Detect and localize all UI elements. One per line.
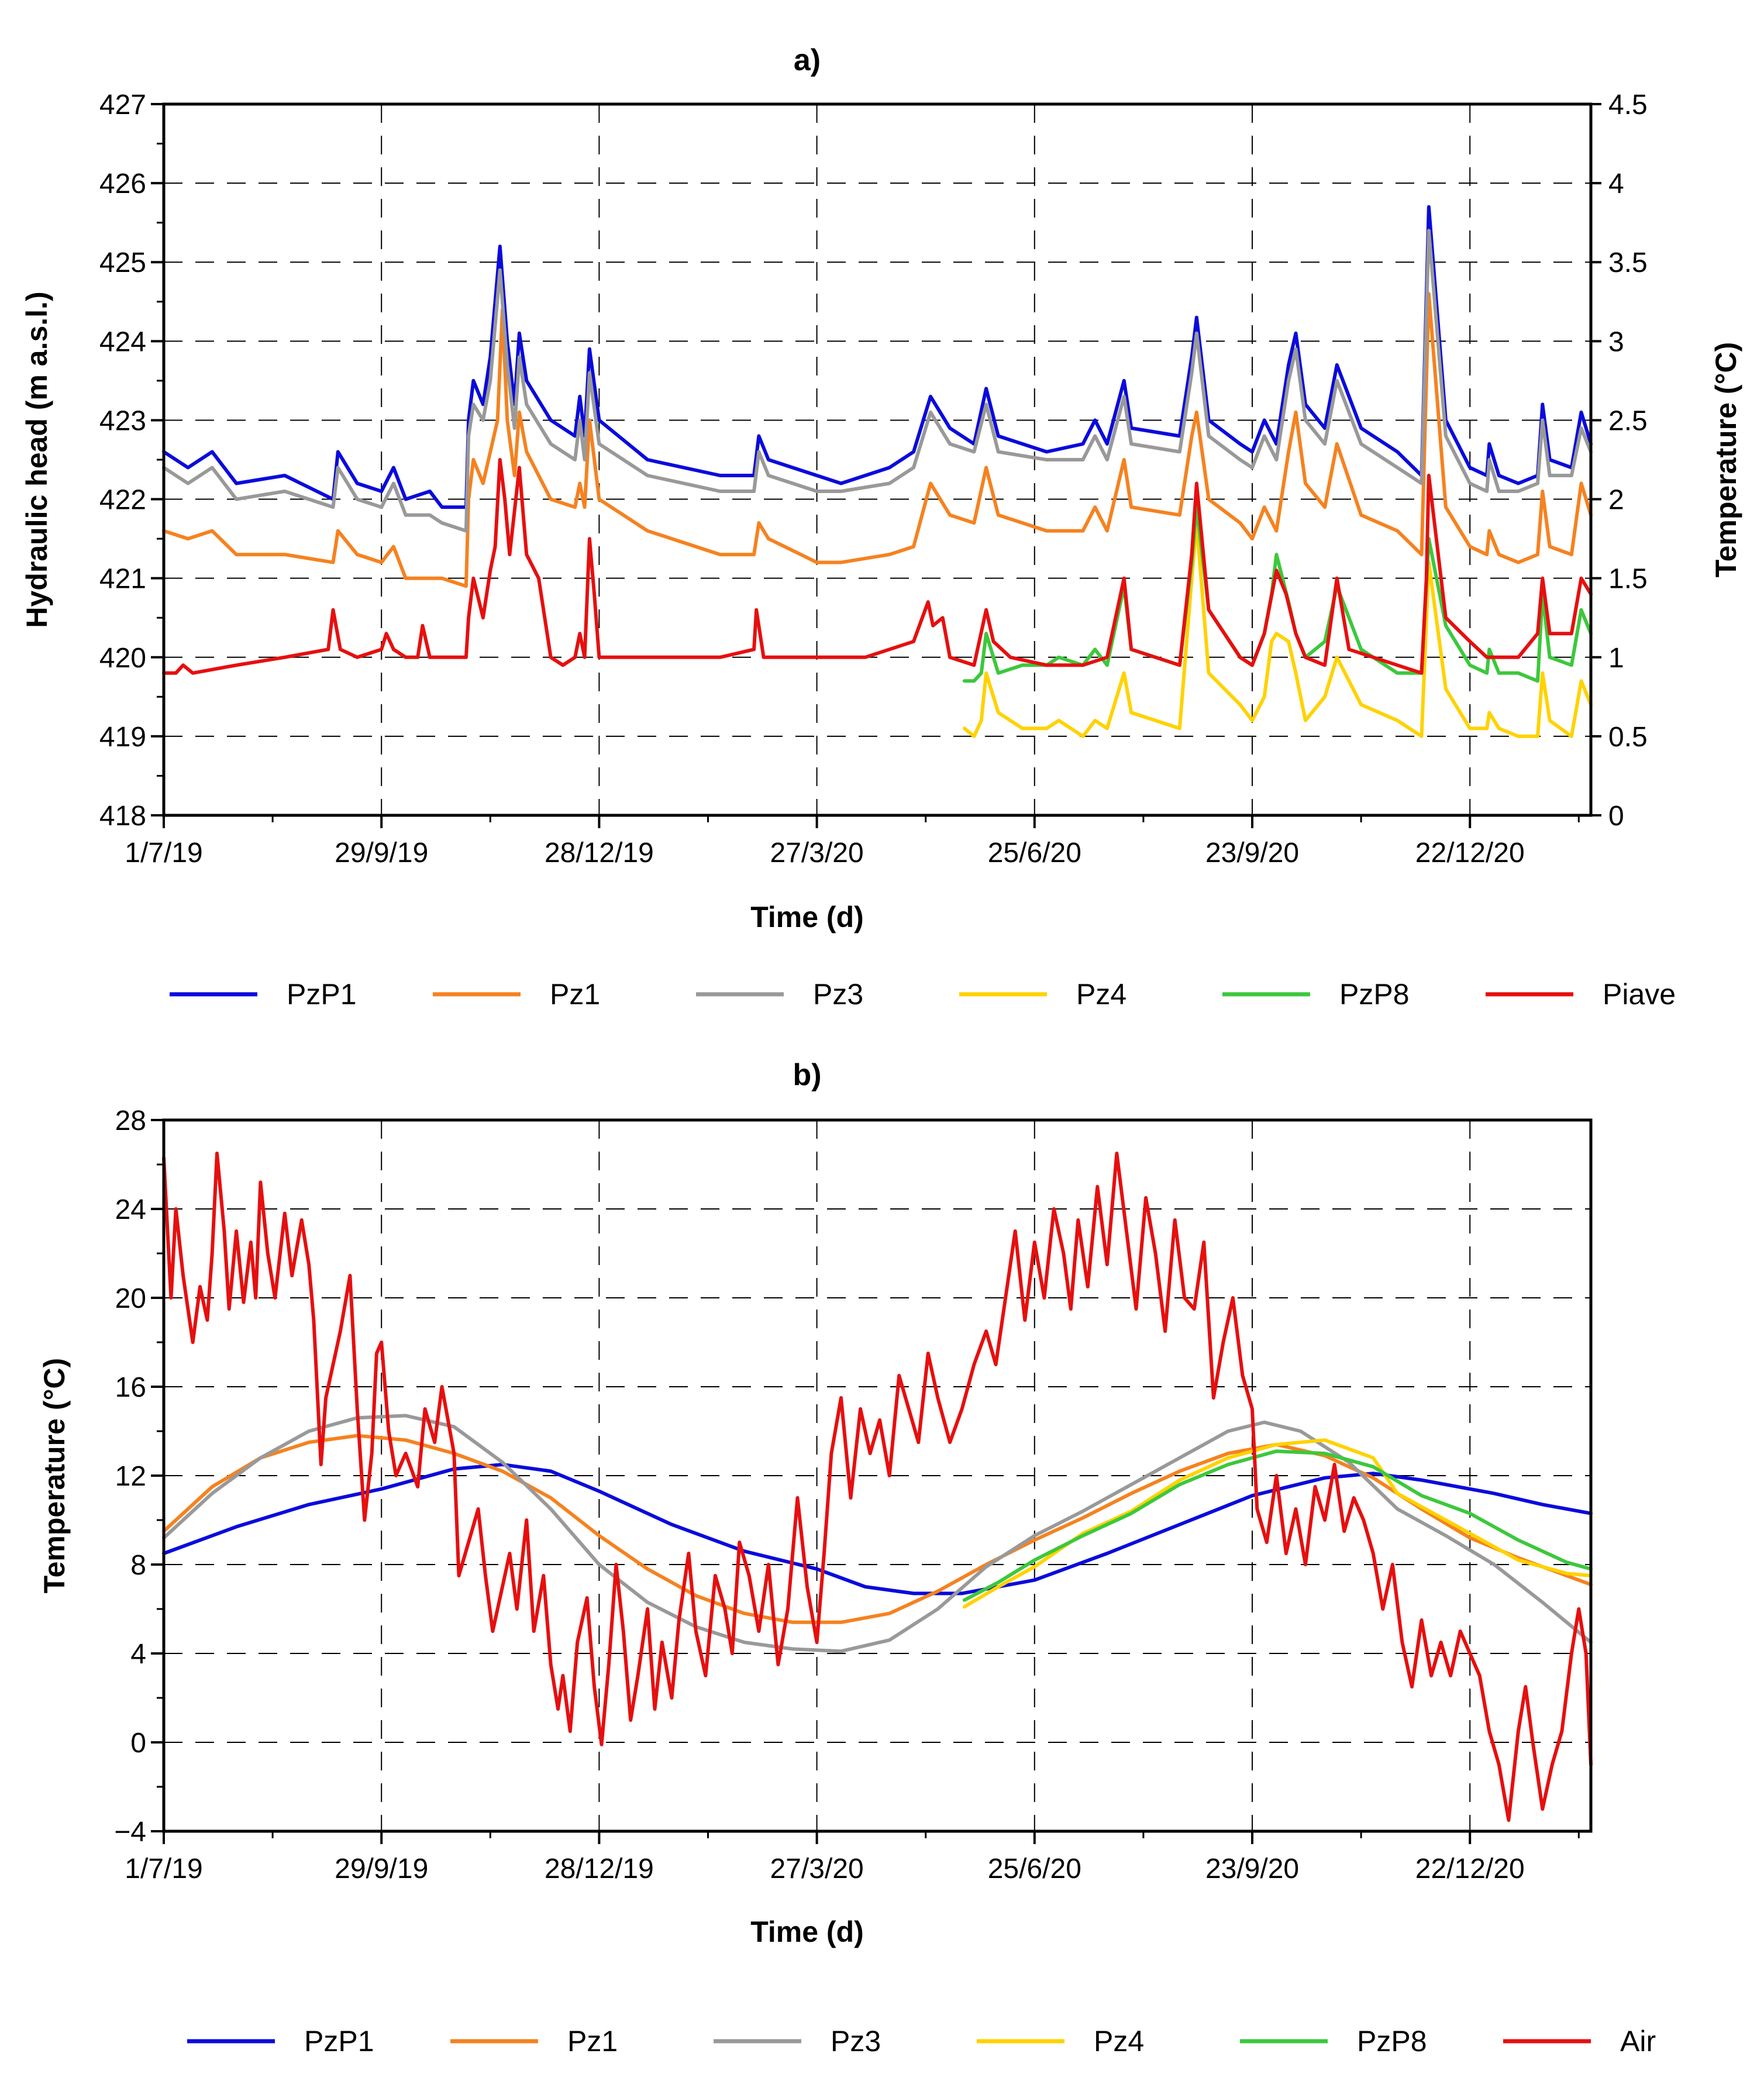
panel-a-series-piave-line: [162, 458, 1593, 675]
panel-b-y-tick-label: 0: [130, 1728, 146, 1759]
panel-a-y-axis-label: Hydraulic head (m a.s.l.): [20, 291, 53, 628]
panel-b-x-tick-label: 1/7/19: [125, 1853, 202, 1884]
panel-b-legend-label-pzp8: PzP8: [1357, 2025, 1427, 2058]
panel-b-x-tick-label: 28/12/19: [545, 1853, 654, 1884]
panel-b-legend: PzP1 Pz1 Pz3 Pz4 PzP8 Air: [187, 2025, 1656, 2058]
panel-a-legend-label-piave: Piave: [1603, 978, 1676, 1011]
panel-b-x-tick-label: 23/9/20: [1205, 1853, 1299, 1884]
panel-b-y-tick-label: 16: [115, 1372, 146, 1403]
panel-a-x-tick-label: 23/9/20: [1205, 838, 1299, 869]
panel-a-right-tick-label: 0.5: [1608, 722, 1648, 753]
panel-a-y-tick-label: 420: [99, 643, 146, 674]
panel-a-x-axis-label: Time (d): [750, 901, 864, 933]
panel-b-legend-label-pzp1: PzP1: [304, 2025, 374, 2058]
panel-a-legend-label-pz4: Pz4: [1076, 978, 1126, 1011]
panel-b-y-tick-label: 12: [115, 1461, 146, 1492]
panel-a-y-tick-label: 422: [99, 485, 146, 516]
panel-b-series-air-line: [162, 1152, 1593, 1822]
panel-a-legend-label-pzp8: PzP8: [1339, 978, 1410, 1011]
panel-a-y-tick-label: 427: [99, 89, 146, 120]
panel-a-grid: [164, 104, 1591, 815]
panel-b-legend-label-pz4: Pz4: [1094, 2025, 1144, 2058]
panel-a-series-pz4-line: [962, 521, 1593, 738]
panel-b-x-axis-label: Time (d): [750, 1915, 864, 1948]
panel-a-right-tick-label: 4: [1608, 168, 1624, 199]
panel-b-ticks: −4 0 4 8 12 16 20 24 28 1/7/19 29/9/19 28/12/19 27/3…: [114, 1105, 1580, 1884]
panel-b-series-pzp8-line: [962, 1449, 1593, 1602]
panel-a-series-pzp8-line: [962, 505, 1593, 683]
panel-a-right-tick-label: 4.5: [1608, 89, 1648, 120]
panel-a-y-tick-label: 424: [99, 326, 146, 357]
panel-a-y-tick-label: 423: [99, 405, 146, 436]
panel-a-series-pzp1-line: [162, 205, 1593, 509]
panel-a-legend-label-pz1: Pz1: [550, 978, 600, 1011]
panel-b-legend-label-pz3: Pz3: [831, 2025, 881, 2058]
panel-b-y-tick-label: 28: [115, 1105, 146, 1136]
panel-a-y-tick-label: 425: [99, 247, 146, 278]
panel-a-x-tick-label: 28/12/19: [545, 838, 654, 869]
panel-a-plot-frame: [162, 102, 1593, 817]
panel-b-y-tick-label: −4: [114, 1817, 146, 1848]
panel-a-y-tick-label: 418: [99, 801, 146, 832]
panel-a-right-axis-label: Temperature (°C): [1710, 342, 1742, 577]
panel-a-ticks: 41841942042142242342442542642700.511.522…: [99, 89, 1648, 869]
panel-b-y-tick-label: 24: [115, 1194, 146, 1225]
panel-b-y-tick-label: 4: [130, 1639, 146, 1670]
panel-b-legend-label-pz1: Pz1: [567, 2025, 618, 2058]
panel-a-legend-label-pz3: Pz3: [813, 978, 863, 1011]
panel-b-y-tick-label: 8: [130, 1550, 146, 1581]
panel-b-grid: [164, 1120, 1591, 1831]
panel-a-right-tick-label: 1.5: [1608, 564, 1648, 595]
panel-a-y-tick-label: 419: [99, 722, 146, 753]
panel-a-y-tick-label: 426: [99, 168, 146, 199]
panel-a-x-tick-label: 1/7/19: [125, 838, 202, 869]
panel-a-right-tick-label: 3: [1608, 326, 1624, 357]
panel-a-series-pz3-line: [162, 229, 1593, 533]
panel-a-series: [162, 205, 1593, 738]
panel-b-y-tick-label: 20: [115, 1283, 146, 1314]
panel-b-x-tick-label: 25/6/20: [988, 1853, 1081, 1884]
panel-b-y-axis-label: Temperature (°C): [38, 1358, 71, 1593]
panel-a-right-tick-label: 1: [1608, 643, 1624, 674]
panel-a-title: a): [794, 43, 821, 77]
panel-a-series-pz1-line: [162, 292, 1593, 588]
panel-a-right-tick-label: 3.5: [1608, 247, 1648, 278]
panel-a-right-tick-label: 2: [1608, 485, 1624, 516]
panel-a-x-tick-label: 27/3/20: [770, 838, 864, 869]
panel-a-x-tick-label: 25/6/20: [988, 838, 1081, 869]
panel-a-x-tick-label: 22/12/20: [1415, 838, 1525, 869]
panel-b-series-pz3-line: [162, 1414, 1593, 1653]
panel-b-series-pz4-line: [962, 1438, 1593, 1609]
panel-a-x-tick-label: 29/9/19: [335, 838, 428, 869]
panel-a-right-tick-label: 0: [1608, 801, 1624, 832]
panel-b-x-tick-label: 29/9/19: [335, 1853, 428, 1884]
panel-a-right-tick-label: 2.5: [1608, 405, 1648, 436]
panel-a-legend: PzP1 Pz1 Pz3 Pz4 PzP8 Piave: [170, 978, 1676, 1011]
panel-a-legend-label-pzp1: PzP1: [287, 978, 357, 1011]
panel-b-x-tick-label: 27/3/20: [770, 1853, 864, 1884]
panel-b-temperature: b) −4 0 4 8 12 16 20 24 28 1/7/19 29/9/19 28/12/19 2…: [38, 1058, 1656, 2058]
panel-a-hydraulic-head: a) 41841942042142242342442542642700.511.…: [20, 43, 1742, 1011]
panel-a-y-tick-label: 421: [99, 564, 146, 595]
panel-b-series-pz1-line: [162, 1434, 1593, 1624]
panel-b-x-tick-label: 22/12/20: [1415, 1853, 1525, 1884]
panel-b-title: b): [793, 1058, 821, 1092]
panel-b-series: [162, 1152, 1593, 1822]
panel-b-legend-label-air: Air: [1620, 2025, 1656, 2058]
panel-b-series-pzp1-line: [162, 1463, 1593, 1596]
